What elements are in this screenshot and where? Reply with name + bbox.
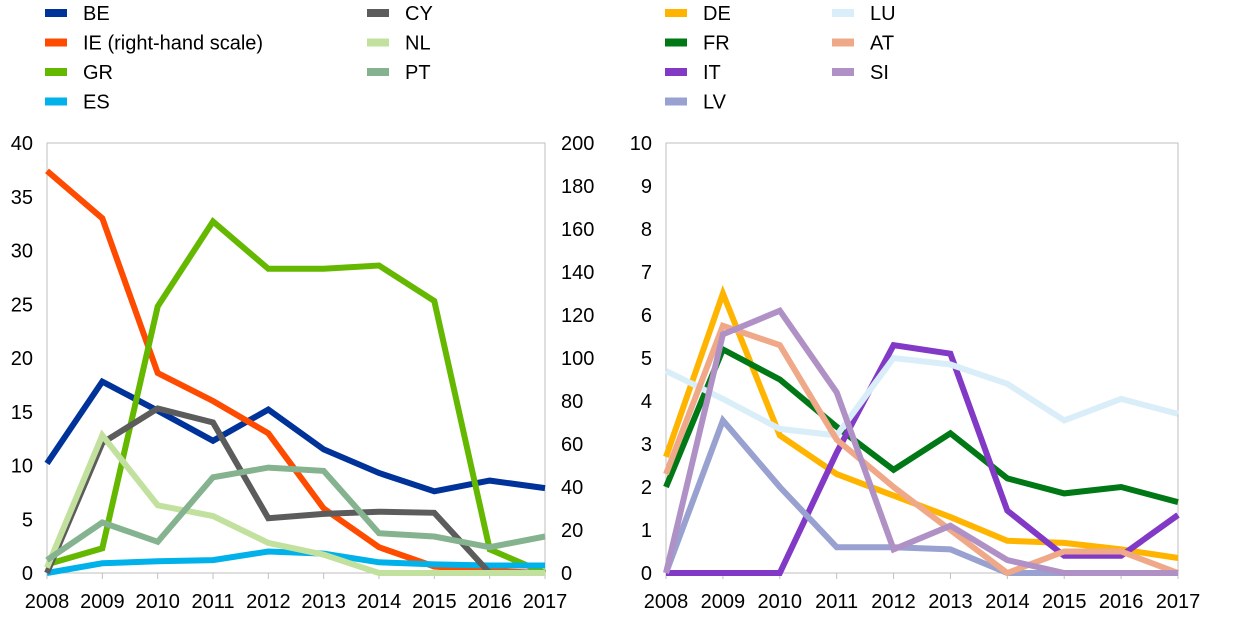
x-tick-label: 2008 <box>644 591 689 613</box>
y-right-tick-label: 160 <box>561 219 594 241</box>
legend-be-swatch <box>45 9 67 17</box>
legend-gr-swatch <box>45 68 67 76</box>
x-tick-label: 2015 <box>412 591 457 613</box>
x-tick-label: 2013 <box>928 591 973 613</box>
y-right-tick-label: 60 <box>561 434 583 456</box>
legend-si-label: SI <box>870 62 889 84</box>
y-left-tick-label: 30 <box>11 241 33 263</box>
legend-fr-label: FR <box>703 33 730 55</box>
x-tick-label: 2011 <box>815 591 858 613</box>
legend-de-swatch <box>665 9 687 17</box>
x-tick-label: 2014 <box>357 591 402 613</box>
y-right-tick-label: 180 <box>561 176 594 198</box>
legend-lu-label: LU <box>870 3 896 25</box>
legend-ie-right-hand-scale-label: IE (right-hand scale) <box>83 33 263 55</box>
legend-lu-swatch <box>832 9 854 17</box>
legend-es-label: ES <box>83 92 110 114</box>
x-tick-label: 2013 <box>301 591 346 613</box>
x-tick-label: 2016 <box>467 591 512 613</box>
legend-es-swatch <box>45 97 67 106</box>
right-panel: 0 1 2 3 4 5 6 7 8 9 10 2008 2009 2010 2011 2012 2013 2014… <box>630 133 1201 613</box>
x-tick-label: 2014 <box>985 591 1030 613</box>
series-line-fr <box>663 345 1179 505</box>
legend-lv-label: LV <box>703 92 727 114</box>
y-right-tick-label: 120 <box>561 305 594 327</box>
plot-frame <box>46 142 546 574</box>
x-tick-label: 2011 <box>191 591 234 613</box>
y-left-tick-label: 25 <box>11 294 33 316</box>
y-left-tick-label: 0 <box>641 563 652 585</box>
plot-frame <box>665 142 1179 574</box>
y-left-tick-label: 10 <box>11 456 33 478</box>
legend-fr-swatch <box>665 38 687 47</box>
series-line-it <box>666 341 1180 576</box>
y-right-tick-label: 100 <box>561 348 594 370</box>
y-left-tick-label: 3 <box>641 434 652 456</box>
x-tick-label: 2012 <box>871 591 916 613</box>
x-tick-label: 2012 <box>246 591 291 613</box>
series-line-si <box>663 307 1178 576</box>
y-right-tick-label: 140 <box>561 262 594 284</box>
legend-gr-label: GR <box>83 62 113 84</box>
x-tick-label: 2009 <box>80 591 125 613</box>
y-left-tick-label: 4 <box>641 391 652 413</box>
y-left-tick-label: 35 <box>11 187 33 209</box>
x-tick-label: 2017 <box>1156 591 1201 613</box>
y-left-tick-label: 5 <box>641 348 652 370</box>
series-line-ie-right-hand-scale <box>45 168 546 576</box>
y-right-tick-label: 200 <box>561 133 594 155</box>
legend-pt-swatch <box>367 68 389 76</box>
y-left-tick-label: 0 <box>22 563 33 585</box>
legend-cy-swatch <box>367 9 389 17</box>
legend-lv-swatch <box>665 97 687 106</box>
legend-si-swatch <box>832 68 854 76</box>
series-line-nl <box>44 429 545 576</box>
legend-ie-right-hand-scale-swatch <box>45 38 67 47</box>
x-tick-label: 2017 <box>523 591 568 613</box>
legend-nl-label: NL <box>405 33 431 55</box>
series-line-at <box>663 322 1180 577</box>
x-tick-label: 2016 <box>1099 591 1144 613</box>
legend-nl-swatch <box>367 38 389 47</box>
y-left-tick-label: 9 <box>641 176 652 198</box>
y-left-tick-label: 7 <box>641 262 652 284</box>
y-left-tick-label: 8 <box>641 219 652 241</box>
legend-cy-label: CY <box>405 3 433 25</box>
y-left-tick-label: 20 <box>11 348 33 370</box>
y-left-tick-label: 5 <box>22 509 33 531</box>
y-right-tick-label: 0 <box>561 563 572 585</box>
y-right-tick-label: 80 <box>561 391 583 413</box>
y-left-tick-label: 2 <box>641 477 652 499</box>
legend-de-label: DE <box>703 3 731 25</box>
y-left-tick-label: 6 <box>641 305 652 327</box>
left-panel: 0 5 10 15 20 25 30 35 40 0 20 40 60 80 100 120 140 160 180… <box>11 133 595 613</box>
legend-it-swatch <box>665 68 687 76</box>
x-tick-label: 2008 <box>25 591 70 613</box>
y-right-tick-label: 20 <box>561 520 583 542</box>
y-right-tick-label: 40 <box>561 477 583 499</box>
y-left-tick-label: 40 <box>11 133 33 155</box>
series-line-lu <box>664 354 1179 439</box>
legend-at-label: AT <box>870 33 894 55</box>
x-tick-label: 2009 <box>701 591 746 613</box>
legend: BE IE (right-hand scale) GR ES CY NL PT DE FR IT L… <box>45 3 896 114</box>
legend-pt-label: PT <box>405 62 431 84</box>
legend-at-swatch <box>832 38 854 47</box>
legend-be-label: BE <box>83 3 110 25</box>
series-line-be <box>44 377 546 495</box>
x-tick-label: 2010 <box>135 591 180 613</box>
series-line-es <box>46 548 545 576</box>
x-tick-label: 2015 <box>1042 591 1087 613</box>
x-tick-label: 2010 <box>758 591 803 613</box>
y-left-tick-label: 10 <box>630 133 652 155</box>
y-left-tick-label: 1 <box>641 520 652 542</box>
y-left-tick-label: 15 <box>11 402 33 424</box>
series-line-pt <box>45 464 546 563</box>
legend-it-label: IT <box>703 62 721 84</box>
